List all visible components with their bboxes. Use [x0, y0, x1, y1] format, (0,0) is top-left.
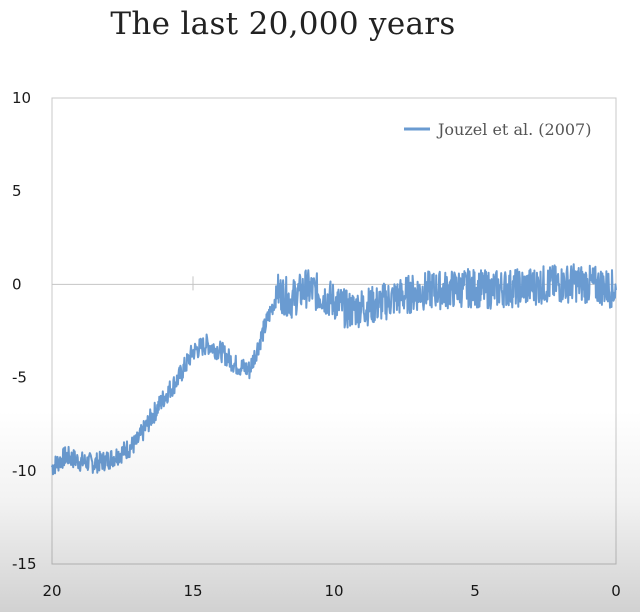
x-tick-label: 5 [470, 582, 480, 600]
plot-area-border [51, 97, 617, 565]
legend-label: Jouzel et al. (2007) [436, 120, 591, 139]
series-line [51, 263, 617, 476]
x-tick-label: 15 [183, 582, 202, 600]
x-tick-label: 10 [324, 582, 343, 600]
y-tick-label: 10 [12, 89, 31, 107]
y-tick-label: 0 [12, 275, 22, 293]
y-tick-label: -10 [12, 462, 37, 480]
x-tick-label: 20 [42, 582, 61, 600]
y-tick-label: 5 [12, 182, 22, 200]
y-tick-label: -5 [12, 369, 27, 387]
y-tick-label: -15 [12, 555, 37, 573]
chart-title: The last 20,000 years [110, 6, 456, 42]
x-tick-label: 0 [611, 582, 621, 600]
